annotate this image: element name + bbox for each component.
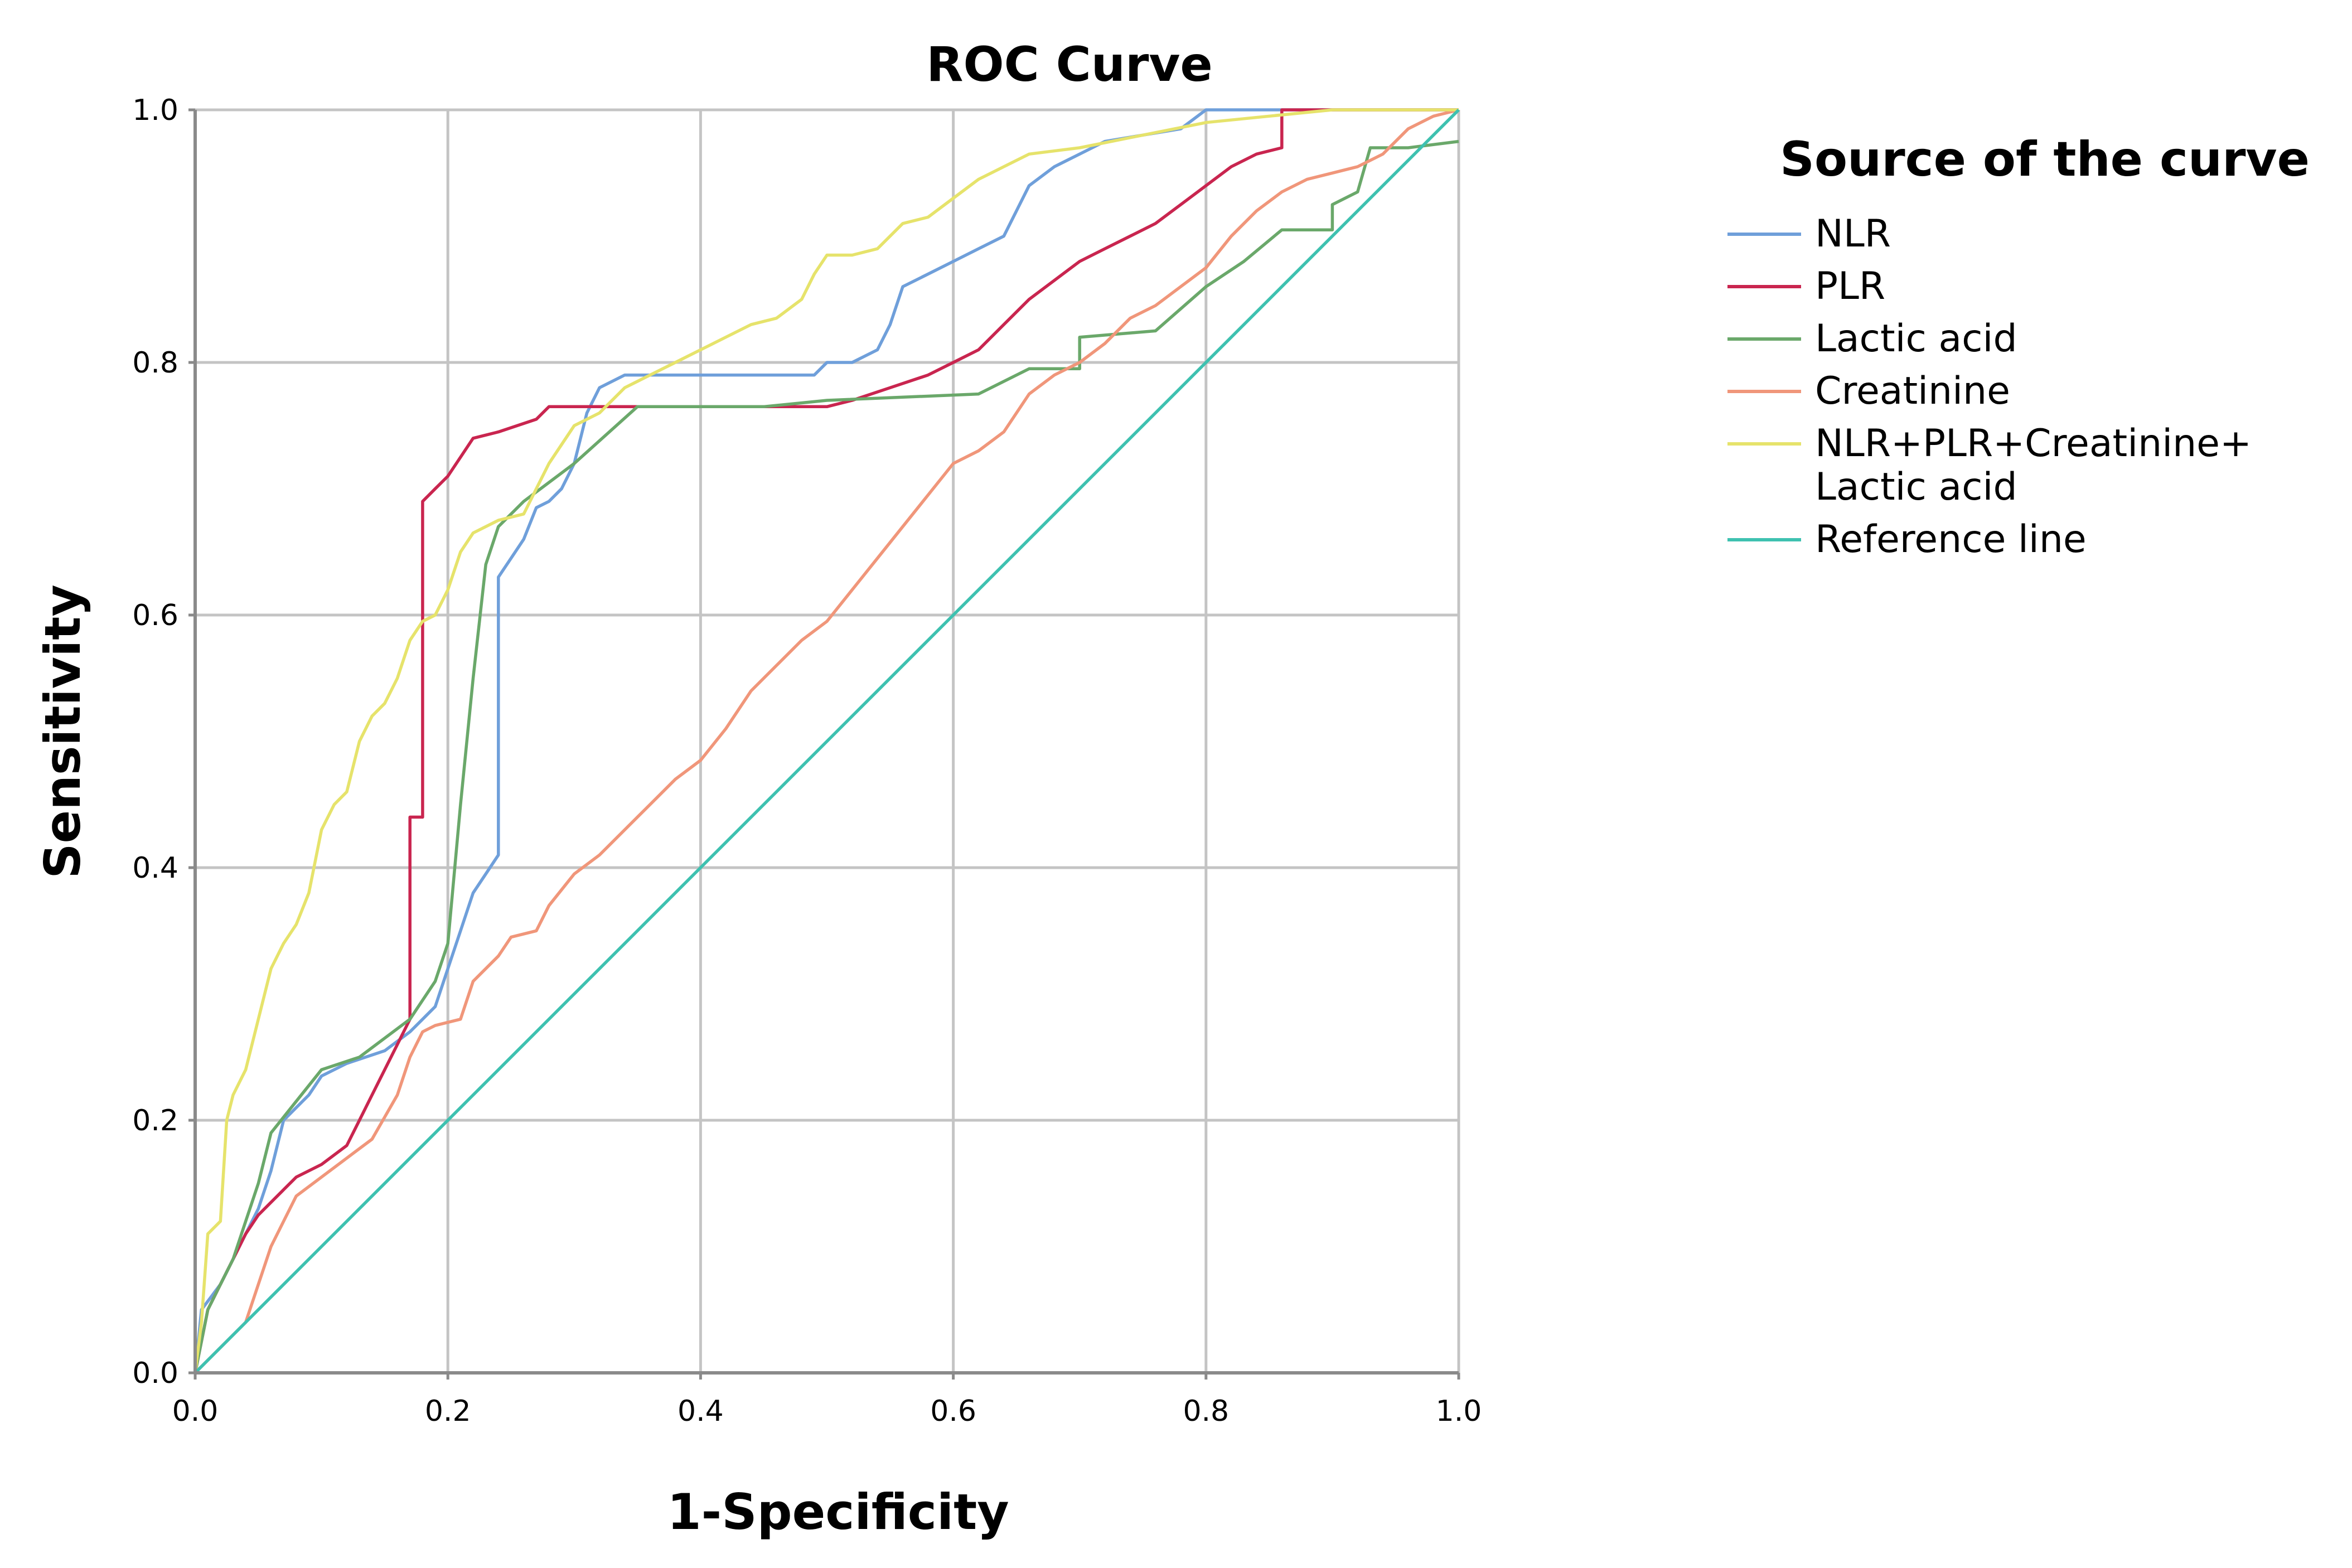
legend-label-nlr: NLR	[1815, 212, 1891, 256]
legend-label-plr: PLR	[1815, 264, 1885, 308]
y-tick-label: 0.2	[132, 1104, 178, 1138]
series-line-nlr	[193, 108, 1459, 1373]
x-tick-label: 0.4	[677, 1395, 724, 1428]
series-line-reference-line	[194, 109, 1460, 1374]
legend: Source of the curve NLR PLR Lactic acid Cre…	[1727, 132, 2310, 562]
series-line-creatinine	[194, 108, 1459, 1374]
x-tick-label: 0.8	[1183, 1395, 1229, 1428]
chart-title: ROC Curve	[926, 37, 1213, 93]
legend-label-lactic-acid: Lactic acid	[1815, 317, 2017, 361]
x-tick-label: 0.2	[425, 1395, 471, 1428]
y-tick-label: 0.6	[132, 599, 178, 632]
x-tick-label: 0.6	[930, 1395, 976, 1428]
y-tick-label: 0.8	[132, 346, 178, 380]
grid	[195, 108, 1460, 1373]
axes	[188, 108, 1460, 1380]
series-line-nlr-plr-creatinine-lactic-acid	[193, 108, 1459, 1373]
x-tick-label: 0.0	[172, 1395, 219, 1428]
y-tick-label: 0.4	[132, 851, 178, 885]
legend-label-creatinine: Creatinine	[1815, 369, 2010, 413]
x-axis-title: 1-Specificity	[667, 1483, 1009, 1541]
legend-label-nlr-plr-creatinine-lactic-acid: NLR+PLR+Creatinine+ Lactic acid	[1815, 422, 2252, 509]
series-line-plr	[193, 108, 1459, 1373]
y-tick-label: 0.0	[132, 1357, 178, 1390]
y-axis-title: Sensitivity	[34, 584, 91, 878]
x-tick-label: 1.0	[1436, 1395, 1482, 1428]
legend-label-reference-line: Reference line	[1815, 517, 2087, 562]
y-tick-label: 1.0	[132, 94, 178, 127]
tick-labels: 0.0 0.2 0.4 0.6 0.8 1.0 0.0 0.2 0.4 0.6 0.8 1.0	[132, 94, 1482, 1428]
series-line-lactic-acid	[193, 139, 1459, 1373]
legend-title: Source of the curve	[1780, 132, 2310, 187]
series-lines	[193, 108, 1460, 1374]
